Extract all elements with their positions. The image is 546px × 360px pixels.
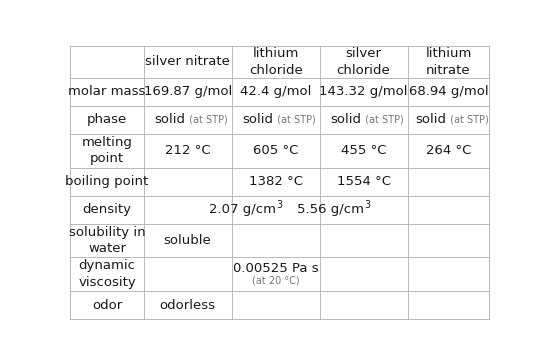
Text: 0.00525 Pa s: 0.00525 Pa s [233, 262, 318, 275]
Text: phase: phase [87, 113, 127, 126]
Text: density: density [82, 203, 132, 216]
Text: 143.32 g/mol: 143.32 g/mol [319, 85, 408, 98]
Text: silver
chloride: silver chloride [337, 47, 390, 77]
Text: molar mass: molar mass [68, 85, 146, 98]
Text: boiling point: boiling point [66, 175, 149, 188]
Text: (at STP): (at STP) [363, 115, 404, 125]
Text: 2.07 g/cm: 2.07 g/cm [209, 203, 276, 216]
Text: 5.56 g/cm: 5.56 g/cm [296, 203, 364, 216]
Text: solid: solid [155, 113, 186, 126]
Text: 1554 °C: 1554 °C [336, 175, 390, 188]
Text: 3: 3 [276, 200, 282, 210]
Text: solid: solid [416, 113, 446, 126]
Text: solubility in
water: solubility in water [69, 226, 145, 255]
Text: solid: solid [330, 113, 361, 126]
Text: 42.4 g/mol: 42.4 g/mol [240, 85, 311, 98]
Text: dynamic
viscosity: dynamic viscosity [78, 260, 136, 289]
Text: odor: odor [92, 298, 122, 311]
Text: 605 °C: 605 °C [253, 144, 298, 157]
Text: 264 °C: 264 °C [426, 144, 471, 157]
Text: lithium
chloride: lithium chloride [249, 47, 302, 77]
Text: 68.94 g/mol: 68.94 g/mol [408, 85, 488, 98]
Text: silver nitrate: silver nitrate [145, 55, 230, 68]
Text: odorless: odorless [159, 298, 216, 311]
Text: (at STP): (at STP) [275, 115, 316, 125]
Text: 1382 °C: 1382 °C [248, 175, 302, 188]
Text: (at 20 °C): (at 20 °C) [252, 276, 299, 286]
Text: solid: solid [242, 113, 274, 126]
Text: lithium
nitrate: lithium nitrate [425, 47, 472, 77]
Text: (at STP): (at STP) [186, 115, 228, 125]
Text: melting
point: melting point [81, 136, 133, 165]
Text: 212 °C: 212 °C [165, 144, 210, 157]
Text: 455 °C: 455 °C [341, 144, 387, 157]
Text: 169.87 g/mol: 169.87 g/mol [144, 85, 232, 98]
Text: 3: 3 [364, 200, 370, 210]
Text: (at STP): (at STP) [447, 115, 489, 125]
Text: soluble: soluble [164, 234, 211, 247]
